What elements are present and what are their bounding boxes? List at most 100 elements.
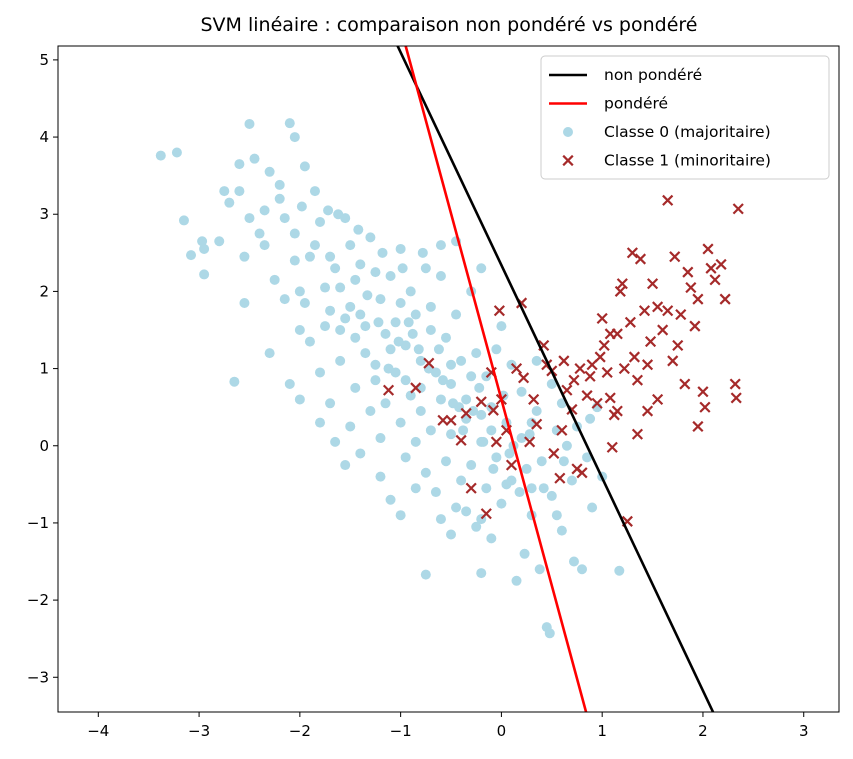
point-class-1 (675, 308, 687, 321)
point-class-0 (294, 324, 305, 335)
point-class-0 (309, 240, 320, 251)
point-class-0 (420, 263, 431, 274)
point-class-0 (461, 394, 472, 405)
point-class-1 (732, 203, 744, 215)
point-class-1 (646, 278, 659, 290)
point-class-0 (377, 247, 388, 258)
point-class-0 (466, 460, 477, 471)
point-class-1 (465, 482, 477, 494)
point-class-0 (325, 251, 336, 262)
point-class-0 (340, 313, 351, 324)
point-class-0 (486, 533, 497, 544)
point-class-1 (616, 278, 628, 290)
point-class-1 (679, 378, 691, 390)
legend-item-class-0: Classe 0 (majoritaire) (563, 123, 771, 141)
point-class-1 (596, 312, 608, 324)
y-tick-label: 0 (39, 437, 49, 455)
point-class-0 (279, 213, 290, 224)
point-class-1 (568, 374, 580, 386)
point-class-1 (652, 301, 664, 313)
point-class-0 (289, 132, 300, 143)
point-class-1 (510, 363, 523, 375)
point-class-0 (415, 355, 426, 366)
point-class-0 (294, 394, 305, 405)
point-class-0 (425, 301, 436, 312)
point-class-0 (234, 159, 245, 170)
y-tick-label: −1 (27, 514, 49, 532)
point-class-0 (435, 240, 446, 251)
point-class-1 (685, 281, 697, 294)
point-class-0 (524, 429, 535, 440)
point-class-1 (524, 436, 536, 448)
point-class-0 (519, 548, 530, 559)
point-class-0 (526, 483, 537, 494)
point-class-0 (345, 240, 356, 251)
point-class-1 (437, 414, 449, 426)
point-class-0 (471, 348, 482, 359)
point-class-1 (554, 472, 566, 484)
legend-label: pondéré (604, 95, 668, 113)
point-class-1 (455, 434, 467, 446)
point-class-1 (662, 194, 674, 206)
x-tick-label: −2 (289, 722, 311, 740)
y-tick-label: 1 (39, 360, 49, 378)
point-class-0 (385, 344, 396, 355)
point-class-1 (692, 420, 704, 433)
point-class-0 (320, 282, 331, 293)
point-class-0 (471, 521, 482, 532)
point-class-0 (488, 463, 499, 474)
point-class-0 (440, 332, 451, 343)
point-class-0 (501, 479, 512, 490)
point-class-0 (456, 355, 467, 366)
legend-item-ponderé: pondéré (549, 95, 668, 113)
point-class-0 (446, 529, 457, 540)
point-class-0 (264, 348, 275, 359)
point-class-0 (413, 344, 424, 355)
point-class-0 (551, 510, 562, 521)
point-class-0 (383, 363, 394, 374)
point-class-0 (229, 376, 240, 387)
point-class-1 (576, 467, 588, 479)
point-class-0 (558, 456, 569, 467)
point-class-1 (556, 424, 568, 436)
x-tick-label: 1 (597, 722, 607, 740)
point-class-1 (505, 459, 518, 471)
point-class-0 (335, 282, 346, 293)
point-class-0 (315, 417, 326, 428)
point-class-0 (425, 324, 436, 335)
point-class-0 (587, 502, 598, 513)
point-class-0 (375, 294, 386, 305)
point-class-0 (264, 166, 275, 177)
point-class-1 (672, 339, 684, 352)
point-class-0 (284, 379, 295, 390)
point-class-1 (601, 366, 613, 379)
point-class-0 (171, 147, 182, 158)
point-class-1 (689, 320, 701, 332)
point-class-1 (641, 359, 654, 371)
point-class-0 (585, 413, 596, 424)
series-class-0 (155, 118, 625, 639)
point-class-0 (466, 371, 477, 382)
point-class-1 (423, 357, 435, 369)
point-class-0 (440, 456, 451, 467)
point-class-1 (709, 274, 721, 286)
legend-item-class-1: Classe 1 (minoritaire) (562, 152, 771, 170)
point-class-0 (274, 179, 285, 190)
point-class-0 (385, 270, 396, 281)
point-class-0 (325, 398, 336, 409)
point-class-0 (274, 193, 285, 204)
point-class-1 (480, 508, 492, 520)
plot-marks (155, 46, 744, 712)
point-class-0 (259, 205, 270, 216)
point-class-0 (420, 569, 431, 580)
point-class-0 (425, 425, 436, 436)
point-class-1 (631, 374, 644, 386)
point-class-0 (476, 263, 487, 274)
point-class-0 (355, 448, 366, 459)
point-class-0 (430, 487, 441, 498)
point-class-0 (380, 328, 391, 339)
x-tick-label: 0 (497, 722, 507, 740)
x-tick-label: 3 (799, 722, 809, 740)
point-class-0 (320, 321, 331, 332)
